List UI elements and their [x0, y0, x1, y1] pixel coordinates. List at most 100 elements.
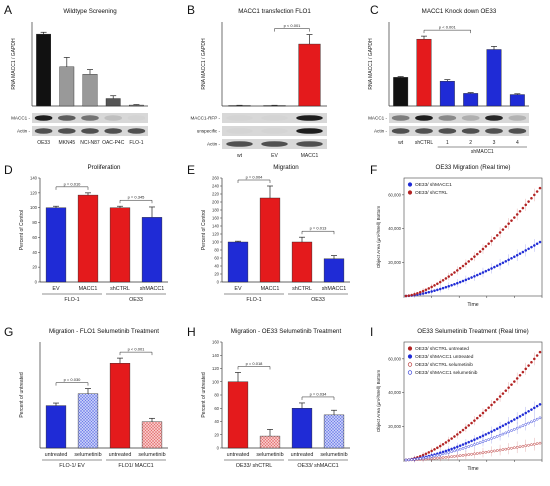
x-tick-label: EV: [234, 286, 242, 292]
data-point: [441, 286, 445, 290]
panel-letter: C: [370, 3, 379, 17]
data-point: [487, 431, 491, 435]
data-point: [436, 453, 439, 457]
data-point: [513, 418, 516, 421]
y-axis-label: RNA MACC1 / GAPDH: [11, 38, 17, 90]
bar: [439, 80, 455, 107]
data-point: [410, 458, 414, 461]
x-tick-label: untreated: [109, 452, 132, 458]
blot-band: [438, 128, 457, 134]
data-point: [498, 262, 502, 266]
blot-band-background: [389, 113, 529, 123]
data-point: [504, 422, 508, 426]
data-point: [450, 450, 453, 453]
data-point: [473, 443, 476, 446]
data-point: [521, 206, 525, 210]
y-tick-label: 80: [214, 393, 219, 398]
data-point: [464, 262, 468, 266]
data-point: [427, 455, 431, 459]
panel-title: Migration: [273, 164, 299, 171]
data-point: [461, 428, 465, 432]
data-point: [453, 435, 456, 438]
p-value: p = 0.034: [310, 391, 328, 396]
blot-label: Actin -: [207, 142, 220, 147]
data-point: [504, 431, 508, 435]
blot-band: [81, 128, 99, 134]
x-tick-label: 4: [516, 140, 519, 146]
x-tick-label: wt: [237, 153, 243, 159]
data-point: [438, 456, 442, 460]
bar: [486, 49, 502, 107]
y-tick-label: 100: [30, 205, 38, 210]
data-point: [507, 258, 510, 262]
blot-band: [438, 115, 457, 121]
blot-band: [34, 128, 53, 134]
p-value: p = 0.010: [64, 181, 82, 186]
group-label: shMACC1: [471, 149, 494, 155]
y-tick-label: 20,000: [388, 260, 401, 265]
x-tick-label: wt: [398, 140, 404, 146]
data-point: [470, 444, 473, 447]
data-point: [467, 277, 471, 281]
blot-band: [485, 115, 503, 121]
y-tick-label: 160: [212, 216, 220, 221]
bar: [36, 33, 51, 107]
blot-band: [226, 141, 253, 147]
bar: [227, 241, 249, 283]
data-point: [478, 451, 482, 455]
y-tick-label: 60,000: [388, 356, 401, 361]
data-point: [424, 291, 428, 295]
data-point: [535, 404, 539, 408]
y-tick-label: 20: [32, 265, 37, 270]
x-tick-label: untreated: [291, 452, 314, 458]
data-point: [493, 436, 496, 439]
p-value: p < 0.001: [439, 25, 457, 30]
data-point: [510, 429, 513, 432]
p-value: p < 0.001: [284, 23, 302, 28]
y-tick-label: 200: [212, 200, 220, 205]
blot-band: [261, 115, 288, 121]
data-point: [521, 413, 525, 417]
data-point: [515, 377, 519, 380]
panel-letter: I: [370, 325, 373, 339]
data-point: [513, 446, 516, 450]
data-point: [458, 430, 462, 434]
legend-label: OE33/ shCTRL: [415, 190, 448, 196]
bar: [82, 74, 98, 107]
data-point: [407, 294, 411, 297]
panel-letter: E: [187, 163, 195, 177]
x-tick-label: MACC1: [79, 286, 98, 292]
data-point: [444, 277, 448, 280]
bar: [259, 197, 281, 283]
blot-band: [415, 128, 433, 134]
y-tick-label: 80: [32, 220, 37, 225]
blot-band: [485, 128, 503, 134]
panel-title: MACC1 transfection FLO1: [238, 8, 311, 15]
data-point: [507, 386, 510, 390]
bar: [77, 194, 99, 283]
data-point: [501, 228, 505, 231]
data-point: [498, 448, 502, 452]
data-point: [484, 245, 488, 248]
data-point: [521, 370, 525, 374]
legend-marker: [407, 182, 413, 187]
data-point: [490, 267, 493, 270]
p-value: p = 0.004: [246, 175, 264, 180]
legend-marker: [407, 190, 413, 195]
x-tick-label: selumetinib: [138, 452, 165, 458]
data-point: [524, 249, 528, 252]
data-point: [510, 256, 513, 260]
y-axis-label: Object Area (µm²/Well) Bottom: [376, 206, 381, 268]
data-point: [515, 253, 519, 257]
data-point: [535, 354, 539, 357]
data-point: [535, 190, 539, 193]
data-point: [475, 437, 479, 440]
data-point: [441, 442, 445, 446]
panel-title: MACC1 Knock down OE33: [422, 8, 497, 15]
y-tick-label: 0: [217, 446, 220, 451]
data-point: [470, 276, 473, 279]
data-point: [427, 451, 431, 454]
panel-h: H Migration - OE33 Selumetinib Treatment 0…: [187, 325, 350, 469]
data-point: [527, 409, 530, 413]
data-point: [518, 373, 522, 377]
